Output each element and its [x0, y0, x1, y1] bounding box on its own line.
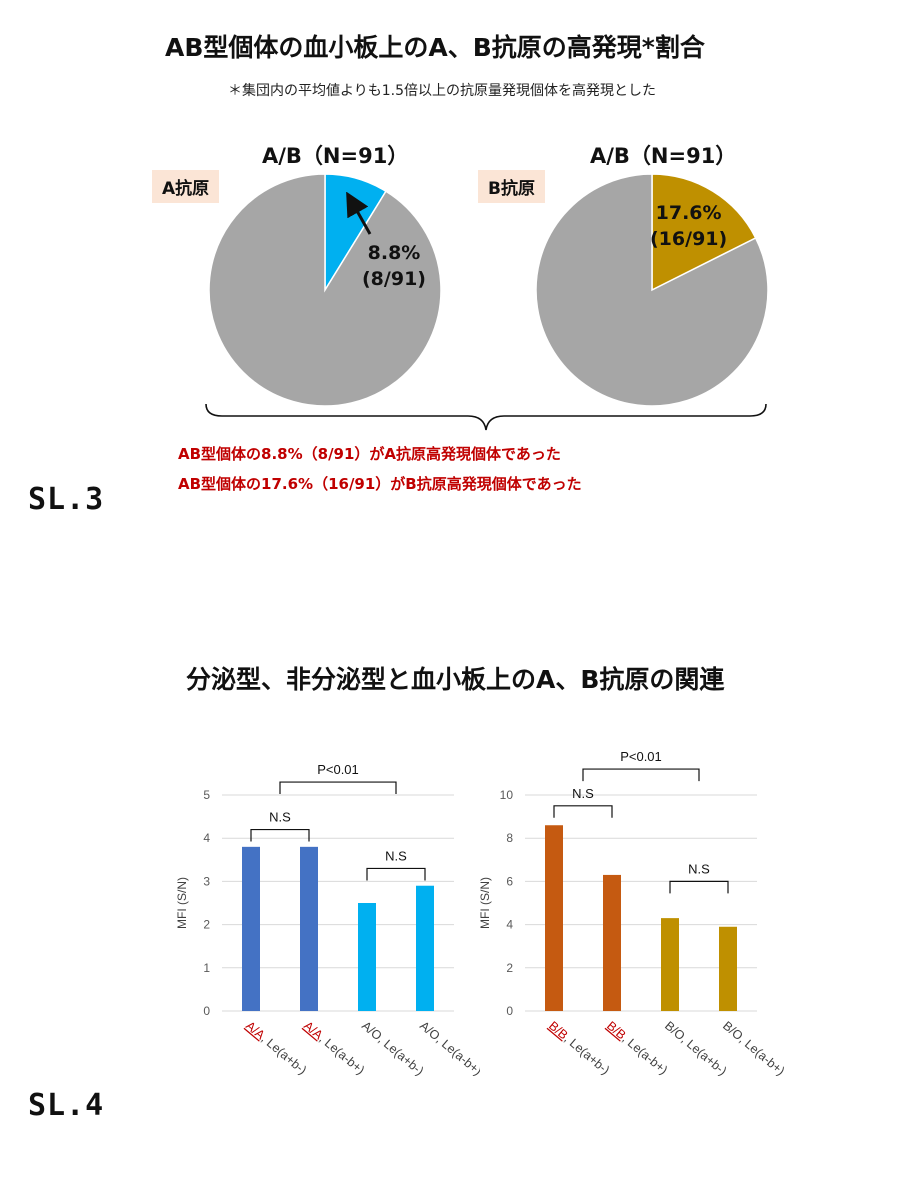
bar-a-sig-label: N.S [269, 810, 291, 825]
bar-b-sig-bracket [669, 880, 729, 894]
sl3-footnote: ＊集団内の平均値よりも1.5倍以上の抗原量発現個体を高発現とした [228, 83, 656, 99]
pie-b-header: A/B（N=91） [590, 144, 737, 168]
bar-a-bar-2 [358, 903, 376, 1011]
slide-label-sl3: SL.3 [28, 482, 105, 517]
bar-a-xtick-label: A/A, Le(a+b-) [243, 1019, 309, 1078]
bar-b-bar-1 [603, 874, 621, 1011]
bar-b-ytick-label: 10 [500, 788, 514, 802]
bar-a-ytick-label: 3 [203, 874, 210, 888]
bar-a-sig-label: N.S [385, 848, 407, 863]
pie-a-count: (8/91) [362, 268, 426, 290]
conclusion-a: AB型個体の8.8%（8/91）がA抗原高発現個体であった [178, 445, 561, 463]
sl4-title: 分泌型、非分泌型と血小板上のA、B抗原の関連 [186, 665, 725, 694]
bar-chart-a: 0 1 2 3 4 5 MFI (S/N) A/A, Le(a+b-)A/A, Le(a-b+… [175, 762, 480, 1079]
pie-b-count: (16/91) [650, 228, 728, 250]
pie-a-slice-1 [208, 173, 442, 407]
bar-a-ylabel: MFI (S/N) [175, 877, 189, 929]
bar-a-ytick-label: 4 [203, 831, 210, 845]
bar-b-bar-3 [719, 926, 737, 1011]
bar-a-xtick-lewis: , Le(a-b+) [317, 1032, 368, 1078]
pie-a-header: A/B（N=91） [262, 144, 409, 168]
bar-b-ytick-label: 2 [506, 961, 513, 975]
conclusion-b: AB型個体の17.6%（16/91）がB抗原高発現個体であった [178, 475, 582, 493]
bar-b-ytick-label: 8 [506, 831, 513, 845]
bar-b-sig-bracket [553, 805, 613, 818]
bar-b-ytick-label: 0 [506, 1004, 513, 1018]
bar-a-sig-bracket [366, 867, 426, 881]
bar-a-ytick-label: 0 [203, 1004, 210, 1018]
grouping-brace [205, 403, 767, 431]
bar-a-bar-3 [416, 885, 434, 1011]
bar-a-sig-bracket [250, 828, 310, 842]
bar-b-xtick-lewis: , Le(a-b+) [737, 1032, 788, 1078]
bar-b-sig-label: P<0.01 [620, 749, 662, 764]
bar-b-sig-bracket [582, 768, 700, 782]
pie-a-arrow [346, 192, 372, 235]
bar-a-xtick-label: A/O, Le(a+b-) [359, 1019, 426, 1079]
a-antigen-tag: A抗原 [152, 170, 220, 203]
bar-b-xtick-lewis: , Le(a+b-) [679, 1032, 730, 1078]
bar-a-xtick-label: A/A, Le(a-b+) [301, 1019, 367, 1078]
bar-a-xtick-label: A/O, Le(a-b+) [417, 1019, 480, 1079]
bar-b-sig-label: N.S [688, 861, 710, 876]
pie-b-percent: 17.6% [655, 202, 722, 224]
bar-b-ytick-label: 6 [506, 874, 513, 888]
bar-a-ytick-label: 1 [203, 961, 210, 975]
bar-b-xtick-lewis: , Le(a-b+) [620, 1032, 671, 1078]
pie-a-percent: 8.8% [367, 242, 421, 264]
pie-b-label: 17.6% (16/91) [650, 200, 727, 252]
bar-a-ytick-label: 5 [203, 788, 210, 802]
slide-label-sl4: SL.4 [28, 1088, 105, 1123]
bar-b-ylabel: MFI (S/N) [480, 877, 492, 929]
pie-chart-a [208, 173, 442, 407]
bar-b-sig-label: N.S [572, 786, 594, 801]
bar-a-xtick-lewis: , Le(a+b-) [259, 1032, 310, 1078]
bar-b-xtick-label: B/O, Le(a-b+) [720, 1019, 787, 1079]
bar-a-sig-label: P<0.01 [317, 762, 359, 777]
pie-chart-b [535, 173, 769, 407]
bar-a-xtick-lewis: , Le(a+b-) [376, 1032, 427, 1078]
bar-a-sig-bracket [279, 781, 397, 795]
sl3-title: AB型個体の血小板上のA、B抗原の高発現*割合 [165, 33, 705, 62]
bar-b-xtick-label: B/O, Le(a+b-) [662, 1019, 729, 1079]
bar-a-ytick-label: 2 [203, 918, 210, 932]
bar-a-bar-1 [300, 846, 318, 1011]
bar-b-xtick-label: B/B, Le(a-b+) [604, 1019, 670, 1078]
pie-b-slice-1 [535, 173, 769, 407]
bar-b-bar-2 [661, 918, 679, 1011]
bar-chart-b: 0 2 4 6 8 10 MFI (S/N) B/B, Le(a+b-)B/B, Le(a-b… [480, 749, 787, 1079]
bar-b-bar-0 [545, 825, 563, 1011]
bar-a-bar-0 [242, 846, 260, 1011]
pie-a-label: 8.8% (8/91) [362, 240, 426, 292]
bar-a-xtick-lewis: , Le(a-b+) [434, 1032, 480, 1078]
bar-b-xtick-lewis: , Le(a+b-) [562, 1032, 613, 1078]
b-antigen-tag: B抗原 [478, 170, 545, 203]
pie-b-slice-0 [651, 173, 757, 292]
bar-b-ytick-label: 4 [506, 918, 513, 932]
bar-b-xtick-label: B/B, Le(a+b-) [546, 1019, 612, 1078]
